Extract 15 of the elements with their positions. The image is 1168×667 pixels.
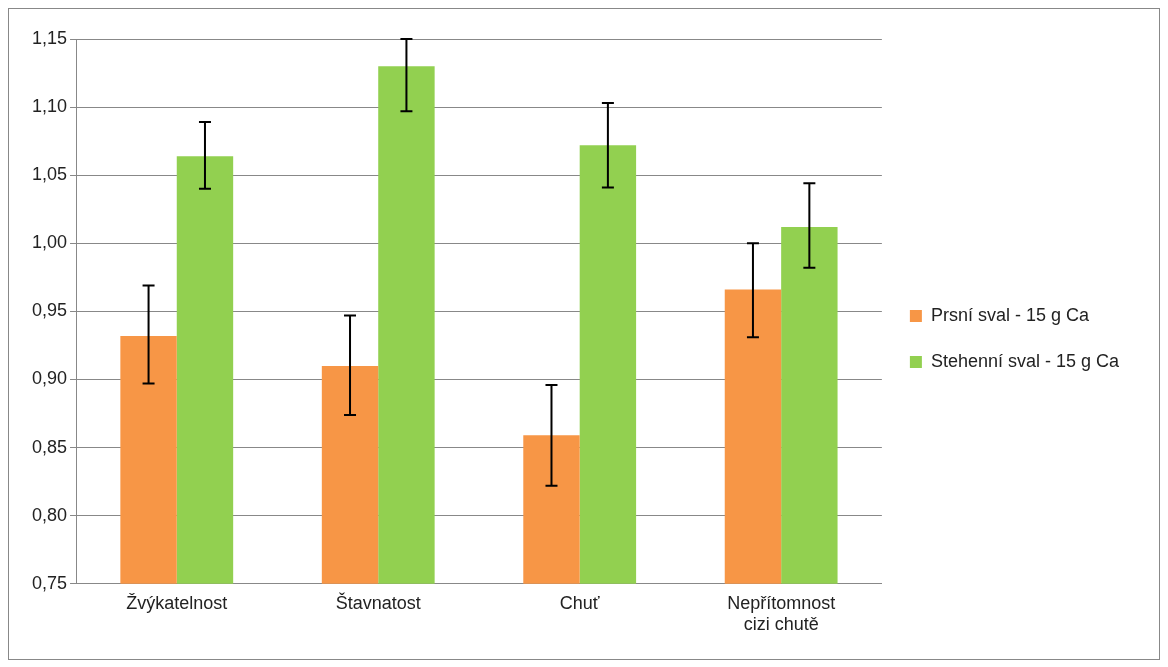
y-tick-label: 0,75 [31, 572, 68, 593]
y-tick-label: 1,15 [31, 27, 68, 48]
y-tick-label: 1,10 [31, 96, 68, 117]
y-tick-label: 0,95 [31, 300, 68, 321]
x-tick-label: Nepřítomnost cizi chutě [727, 592, 836, 635]
legend-label: Stehenní sval - 15 g Ca [930, 350, 1120, 371]
y-tick-label: 1,05 [31, 164, 68, 185]
x-tick-label: Žvýkatelnost [126, 592, 228, 613]
y-tick-label: 0,85 [31, 436, 68, 457]
legend-label: Prsní sval - 15 g Ca [930, 304, 1090, 325]
x-tick-label: Chuť [559, 592, 600, 613]
x-tick-label: Štavnatost [335, 591, 421, 613]
y-tick-label: 0,80 [31, 504, 68, 525]
y-tick-label: 0,90 [31, 368, 68, 389]
y-tick-label: 1,00 [31, 232, 68, 253]
